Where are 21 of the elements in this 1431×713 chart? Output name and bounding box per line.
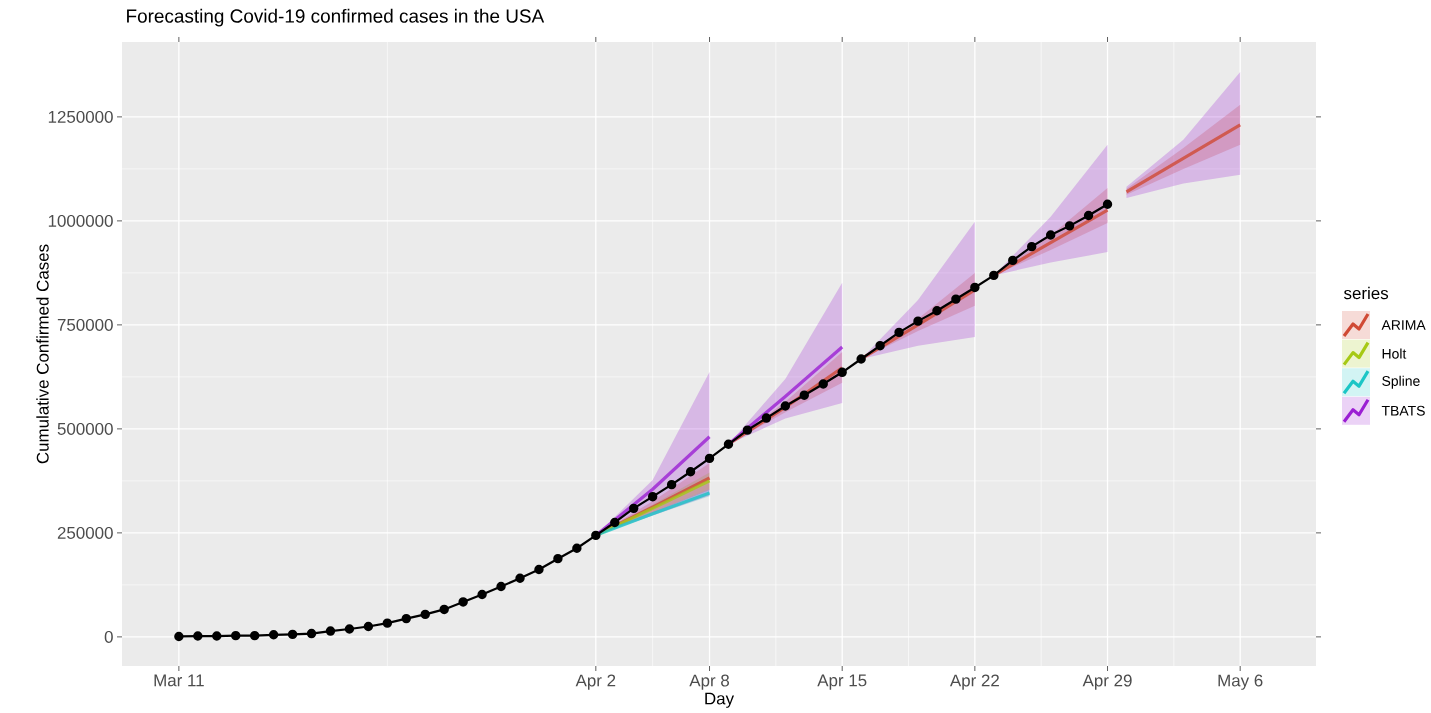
legend-label: ARIMA: [1381, 320, 1426, 330]
y-axis-title: Cumulative Confirmed Cases: [36, 244, 49, 464]
y-tick-label: 250000: [57, 526, 113, 539]
y-tick-label: 1000000: [48, 214, 113, 227]
x-tick-label: Apr 29: [1082, 674, 1132, 690]
x-tick-label: Apr 22: [949, 674, 999, 690]
x-tick-label: Apr 2: [575, 674, 616, 690]
y-tick-label: 0: [104, 630, 113, 643]
legend-label: Holt: [1382, 348, 1407, 359]
x-tick-label: May 6: [1218, 674, 1263, 690]
chart-title: Forecasting Covid-19 confirmed cases in the USA: [127, 8, 545, 27]
x-axis-title: Day: [705, 692, 735, 708]
legend-label: TBATS: [1381, 405, 1425, 416]
y-tick-label: 500000: [57, 422, 113, 435]
legend-label: Spline: [1382, 375, 1420, 389]
x-tick-label: Apr 8: [689, 674, 730, 690]
x-tick-label: Mar 11: [154, 674, 204, 687]
y-tick-label: 750000: [57, 318, 113, 331]
x-tick-label: Apr 15: [817, 674, 867, 690]
y-tick-label: 1250000: [48, 110, 113, 123]
legend-title: series: [1344, 286, 1389, 300]
